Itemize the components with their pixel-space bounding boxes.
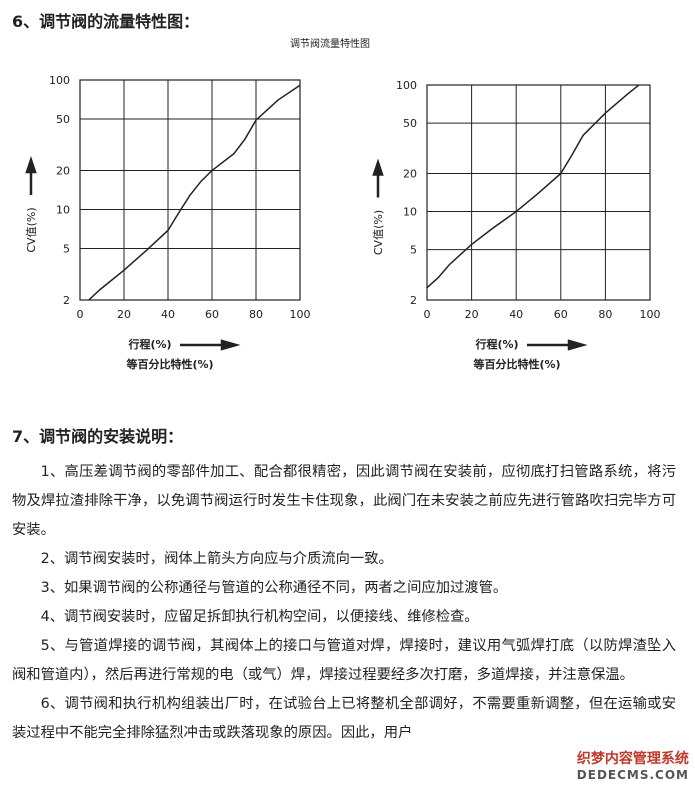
x-axis-sublabel: 等百分比特性(%) [472, 357, 560, 371]
x-tick-label: 40 [161, 308, 175, 321]
y-tick-label: 5 [410, 244, 417, 257]
paragraph: 5、与管道焊接的调节阀，其阀体上的接口与管道对焊，焊接时，建议用气弧焊打底（以防… [12, 638, 676, 683]
plot-frame [79, 79, 301, 301]
x-axis-sublabel: 等百分比特性(%) [125, 357, 213, 371]
x-tick-label: 80 [598, 308, 612, 321]
section-title: 6、调节阀的流量特性图： [12, 12, 200, 31]
y-tick-label: 50 [403, 117, 417, 130]
x-tick-label: 100 [290, 308, 311, 321]
x-tick-label: 40 [509, 308, 523, 321]
axis-arrow [372, 158, 384, 198]
x-tick-label: 20 [117, 308, 131, 321]
x-tick-label: 60 [554, 308, 568, 321]
paragraph: 1、高压差调节阀的零部件加工、配合都很精密，因此调节阀在安装前，应彻底打扫管路系… [12, 464, 676, 538]
x-tick-label: 0 [77, 308, 84, 321]
y-axis-label: CV值(%) [25, 207, 38, 252]
x-tick-label: 80 [249, 308, 263, 321]
paragraph: 2、调节阀安装时，阀体上箭头方向应与介质流向一致。 [40, 551, 393, 567]
y-tick-label: 2 [63, 294, 70, 307]
y-tick-label: 50 [56, 113, 70, 126]
axis-arrow [527, 339, 588, 351]
y-tick-label: 5 [63, 242, 70, 255]
section-title: 7、调节阀的安装说明： [12, 427, 184, 446]
y-tick-label: 20 [403, 167, 417, 180]
x-tick-label: 60 [205, 308, 219, 321]
paragraph: 3、如果调节阀的公称通径与管道的公称通径不同，两者之间应加过渡管。 [40, 580, 508, 596]
watermark: 织梦内容管理系统 DEDECMS.COM [576, 751, 689, 783]
data-line [88, 84, 301, 301]
x-tick-label: 20 [465, 308, 479, 321]
y-tick-label: 10 [403, 206, 417, 219]
y-tick-label: 20 [56, 165, 70, 178]
x-tick-label: 100 [640, 308, 661, 321]
paragraphs: 1、高压差调节阀的零部件加工、配合都很精密，因此调节阀在安装前，应彻底打扫管路系… [12, 458, 676, 748]
y-axis-label: CV值(%) [372, 210, 385, 255]
data-line [426, 84, 640, 289]
y-tick-label: 10 [56, 203, 70, 216]
x-tick-label: 0 [424, 308, 431, 321]
paragraph: 4、调节阀安装时，应留足拆卸执行机构空间，以便接线、维修检查。 [40, 609, 479, 625]
watermark-text: DEDECMS.COM [576, 768, 689, 782]
paragraph: 6、调节阀和执行机构组装出厂时，在试验台上已将整机全部调好，不需要重新调整，但在… [12, 696, 676, 741]
y-tick-label: 100 [49, 74, 70, 87]
axis-arrow [25, 156, 37, 195]
chart-title: 调节阀流量特性图 [290, 37, 370, 50]
x-axis-label: 行程(%) [127, 337, 171, 351]
y-tick-label: 2 [410, 294, 417, 307]
watermark-text: 织梦内容管理系统 [576, 751, 689, 767]
x-axis-label: 行程(%) [474, 337, 518, 351]
axis-arrow [180, 339, 241, 351]
y-tick-label: 100 [396, 79, 417, 92]
